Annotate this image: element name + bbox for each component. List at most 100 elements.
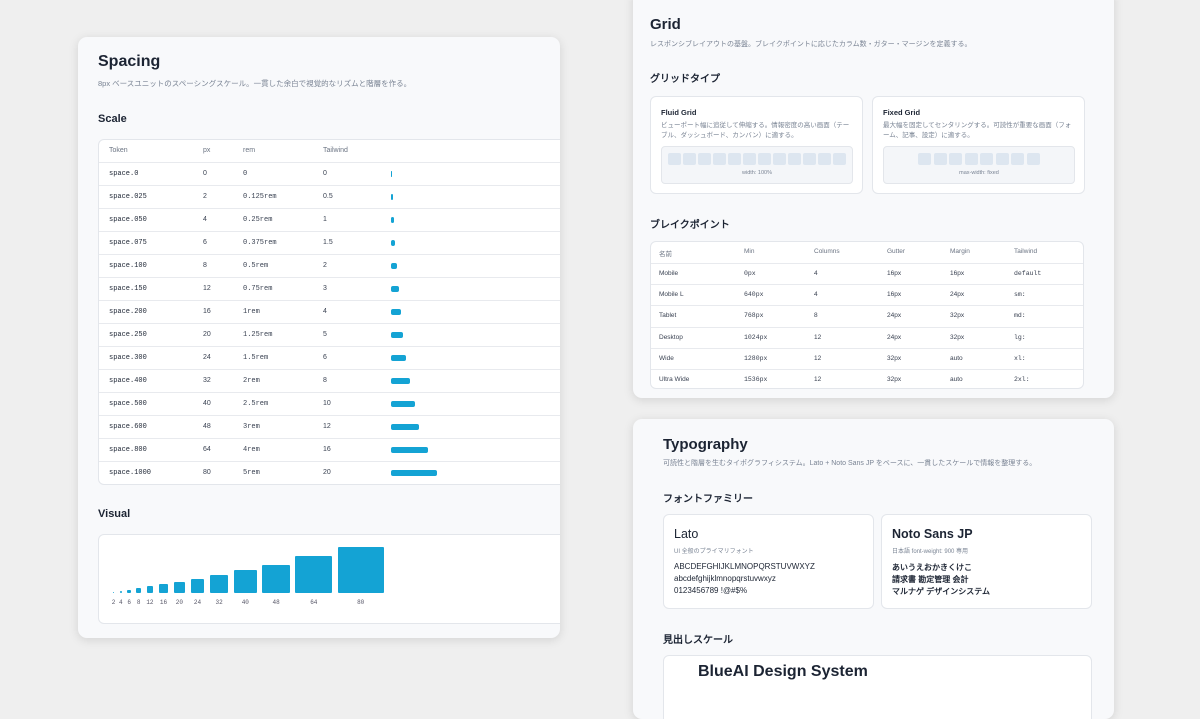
grid-type-description: ビューポート幅に追従して伸縮する。情報密度の高い画面（テーブル、ダッシュボード、… — [661, 122, 850, 139]
grid-column — [933, 153, 947, 165]
scale-bar — [391, 332, 404, 338]
row-divider — [651, 347, 1083, 349]
table-cell: 5rem — [243, 469, 260, 477]
table-cell: 2rem — [243, 377, 260, 385]
grid-column — [773, 153, 786, 165]
column-header: Min — [744, 248, 755, 255]
grid-column — [668, 153, 681, 165]
column-header: Margin — [950, 248, 970, 255]
table-cell: 3rem — [243, 423, 260, 431]
grid-column — [964, 153, 978, 165]
table-cell: 10 — [323, 400, 331, 407]
grid-column — [918, 153, 932, 165]
scale-bar — [391, 286, 399, 292]
grid-column — [728, 153, 741, 165]
table-cell: space.0 — [109, 170, 139, 178]
table-cell: 32px — [887, 354, 902, 362]
table-cell: 4 — [814, 270, 818, 277]
scale-bar — [391, 217, 395, 223]
visual-square — [190, 579, 205, 593]
section-heading: Scale — [98, 113, 127, 125]
table-cell: default — [1014, 270, 1042, 277]
row-divider — [99, 162, 560, 163]
grid-column — [743, 153, 756, 165]
table-cell: space.075 — [109, 239, 147, 247]
table-cell: 0.5 — [323, 193, 333, 200]
visual-label: 40 — [241, 599, 249, 606]
visual-label: 20 — [175, 599, 183, 606]
visual-square — [295, 556, 333, 593]
visual-label: 4 — [118, 599, 123, 606]
visual-square — [158, 583, 169, 593]
visual-square — [127, 589, 131, 593]
grid-type-name: Fixed Grid — [883, 108, 921, 117]
table-cell: 16 — [203, 308, 211, 315]
row-divider — [651, 305, 1083, 307]
table-cell: 0.75rem — [243, 285, 273, 293]
visual-label: 32 — [215, 599, 223, 606]
table-cell: 12 — [323, 423, 331, 430]
table-cell: 24 — [203, 354, 211, 361]
table-cell: 8 — [203, 262, 207, 269]
table-cell: 0 — [203, 170, 207, 177]
table-cell: space.150 — [109, 285, 147, 293]
table-cell: space.800 — [109, 446, 147, 454]
grid-column — [1011, 153, 1025, 165]
scale-box: BlueAI Design System — [663, 655, 1092, 719]
table-cell: 0.25rem — [243, 216, 273, 224]
grid-column — [995, 153, 1009, 165]
grid-caption: width: 100% — [742, 170, 772, 176]
table-cell: space.400 — [109, 377, 147, 385]
table-cell: 40 — [203, 400, 211, 407]
table-cell: space.050 — [109, 216, 147, 224]
table-cell: space.100 — [109, 262, 147, 270]
table-cell: 0 — [243, 170, 248, 178]
page: Spacing 8px ベースユニットのスペーシングスケール。一貫した余白で視覚… — [78, 0, 1114, 719]
font-sample: ABCDEFGHIJKLMNOPQRSTUVWXYZ — [674, 562, 815, 571]
scale-bar — [391, 470, 437, 476]
table-cell: 32px — [950, 312, 965, 320]
table-cell: Ultra Wide — [659, 376, 690, 383]
row-divider — [99, 300, 560, 301]
section-heading: フォントファミリー — [663, 494, 753, 505]
table-cell: 1536px — [744, 376, 768, 383]
table-cell: 4 — [814, 291, 818, 299]
table-cell: 1rem — [243, 308, 260, 316]
table-cell: 4rem — [243, 446, 260, 454]
table-cell: 12 — [814, 354, 822, 362]
table-cell: Mobile — [659, 270, 679, 277]
visual-label: 80 — [357, 599, 365, 606]
table-cell: 12 — [203, 285, 211, 292]
scale-bar — [391, 447, 428, 453]
table-cell: 2 — [323, 262, 327, 269]
visual-label: 12 — [146, 599, 154, 606]
font-sample: あいうえおかきくけこ — [892, 563, 972, 572]
table-cell: 32 — [203, 377, 211, 384]
visual-square — [136, 588, 141, 593]
table-cell: 2xl: — [1014, 376, 1030, 383]
row-divider — [99, 254, 560, 255]
table-cell: space.300 — [109, 354, 147, 362]
grid-type-description: 最大幅を固定してセンタリングする。可読性が重要な画面（フォーム、記事、設定）に適… — [883, 122, 1072, 139]
description: 8px ベースユニットのスペーシングスケール。一貫した余白で視覚的なリズムと階層… — [98, 79, 412, 88]
table-cell: 12 — [814, 333, 822, 341]
grid-column — [758, 153, 771, 165]
grid-column — [949, 153, 963, 165]
row-divider — [99, 346, 560, 347]
column-header: 名前 — [659, 251, 672, 258]
font-name: Lato — [674, 527, 699, 541]
table-cell: 80 — [203, 469, 211, 476]
table-cell: auto — [950, 376, 963, 383]
table-cell: 12 — [814, 376, 822, 383]
table-cell: space.025 — [109, 193, 147, 201]
font-sample: 0123456789 !@#$% — [674, 586, 748, 595]
row-divider — [651, 263, 1083, 264]
table-cell: 1.5rem — [243, 354, 269, 362]
visual-square — [262, 565, 290, 593]
description: レスポンシブレイアウトの基盤。ブレイクポイントに応じたカラム数・ガター・マージン… — [650, 41, 972, 48]
scale-bar — [391, 424, 419, 430]
scale-sample: BlueAI Design System — [698, 663, 868, 680]
table-cell: space.600 — [109, 423, 147, 431]
table-cell: auto — [950, 354, 963, 362]
table-cell: xl: — [1014, 354, 1026, 362]
